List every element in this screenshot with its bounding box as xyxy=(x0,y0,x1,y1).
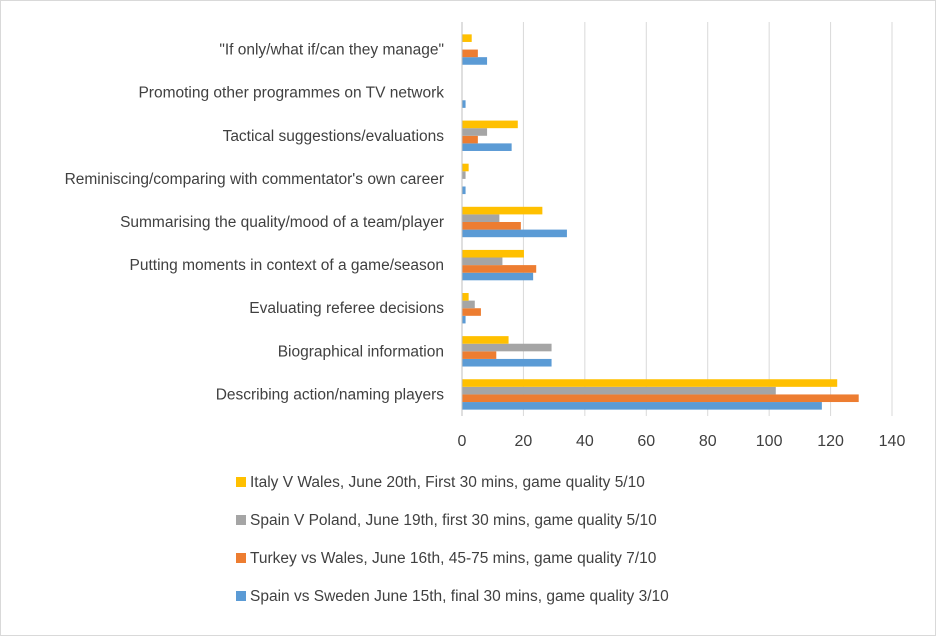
legend-label: Spain vs Sweden June 15th, final 30 mins… xyxy=(250,588,669,605)
bar xyxy=(462,49,478,58)
legend-swatch xyxy=(236,591,246,601)
bar xyxy=(462,206,543,215)
legend-label: Italy V Wales, June 20th, First 30 mins,… xyxy=(250,474,645,491)
x-tick-label: 100 xyxy=(756,433,783,450)
bar xyxy=(462,229,567,238)
legend-swatch xyxy=(236,515,246,525)
category-label: Putting moments in context of a game/sea… xyxy=(130,257,444,274)
x-tick-label: 60 xyxy=(637,433,655,450)
bar xyxy=(462,358,552,367)
bar xyxy=(462,135,478,144)
legend-swatch xyxy=(236,477,246,487)
bar xyxy=(462,128,488,136)
bar xyxy=(462,222,521,230)
bar xyxy=(462,171,466,179)
bar xyxy=(462,308,481,316)
x-tick-label: 0 xyxy=(458,433,467,450)
bar xyxy=(462,336,509,344)
bar xyxy=(462,315,466,324)
bar xyxy=(462,351,497,359)
gridlines xyxy=(522,22,893,416)
bar xyxy=(462,272,534,281)
x-tick-label: 20 xyxy=(515,433,533,450)
x-tick-label: 40 xyxy=(576,433,594,450)
bar xyxy=(462,120,518,129)
bar xyxy=(462,300,475,309)
bar xyxy=(462,249,524,258)
x-tick-label: 140 xyxy=(879,433,906,450)
category-label: Describing action/naming players xyxy=(216,386,445,403)
category-label: Promoting other programmes on TV network xyxy=(138,85,444,102)
bar xyxy=(462,394,859,403)
bar xyxy=(462,293,469,301)
category-label: Evaluating referee decisions xyxy=(249,300,444,317)
bar xyxy=(462,186,466,195)
category-label: "If only/what if/can they manage" xyxy=(219,42,444,59)
category-labels: Describing action/naming players Biograph… xyxy=(65,42,445,404)
bar xyxy=(462,34,472,42)
bar xyxy=(462,257,503,266)
x-tick-label: 80 xyxy=(699,433,717,450)
category-label: Summarising the quality/mood of a team/p… xyxy=(120,214,444,231)
bar xyxy=(462,386,776,395)
bar xyxy=(462,379,838,387)
legend-label: Spain V Poland, June 19th, first 30 mins… xyxy=(250,512,657,529)
bar xyxy=(462,163,469,172)
bar xyxy=(462,402,822,410)
bar xyxy=(462,57,488,65)
bar xyxy=(462,100,466,108)
legend-label: Turkey vs Wales, June 16th, 45-75 mins, … xyxy=(250,550,657,567)
bar xyxy=(462,343,552,352)
category-label: Tactical suggestions/evaluations xyxy=(223,128,445,145)
bar xyxy=(462,143,512,151)
bar xyxy=(462,214,500,222)
x-tick-labels: 0 20 40 60 80 100 120 140 xyxy=(458,433,906,450)
x-tick-label: 120 xyxy=(817,433,844,450)
category-label: Biographical information xyxy=(278,343,444,360)
bars xyxy=(462,34,859,410)
legend: Italy V Wales, June 20th, First 30 mins,… xyxy=(236,474,669,605)
bar xyxy=(462,265,537,273)
legend-swatch xyxy=(236,553,246,563)
category-label: Reminiscing/comparing with commentator's… xyxy=(65,171,444,188)
